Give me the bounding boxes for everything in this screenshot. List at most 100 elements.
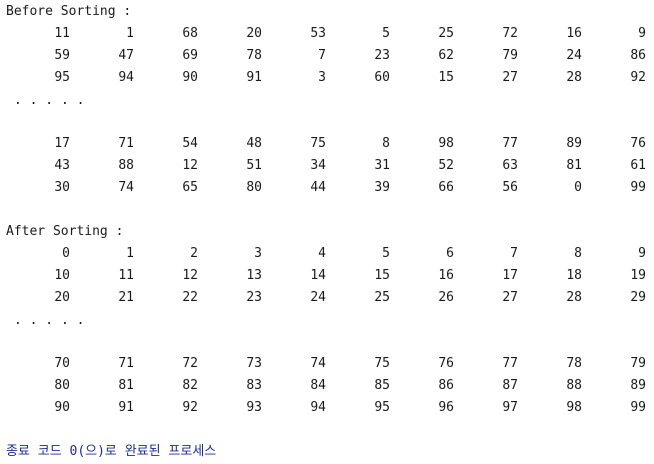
number-cell: 28 bbox=[566, 290, 582, 305]
number-cell: 73 bbox=[246, 356, 262, 371]
number-cell: 77 bbox=[502, 136, 518, 151]
number-cell: 65 bbox=[182, 180, 198, 195]
number-cell: 76 bbox=[630, 136, 646, 151]
number-cell: 75 bbox=[374, 356, 390, 371]
number-cell: 17 bbox=[502, 268, 518, 283]
number-cell: 25 bbox=[438, 26, 454, 41]
number-cell: 1 bbox=[126, 26, 134, 41]
number-cell: 94 bbox=[118, 70, 134, 85]
number-cell: 2 bbox=[190, 246, 198, 261]
number-cell: 19 bbox=[630, 268, 646, 283]
number-cell: 1 bbox=[126, 246, 134, 261]
number-cell: 98 bbox=[566, 400, 582, 415]
number-cell: 16 bbox=[566, 26, 582, 41]
number-cell: 82 bbox=[182, 378, 198, 393]
number-cell: 89 bbox=[566, 136, 582, 151]
number-cell: 12 bbox=[182, 268, 198, 283]
number-cell: 29 bbox=[630, 290, 646, 305]
number-cell: 18 bbox=[566, 268, 582, 283]
number-cell: 44 bbox=[310, 180, 326, 195]
number-cell: 97 bbox=[502, 400, 518, 415]
before-top-row-1: 59 47 69 78 7 23 62 79 24 86 bbox=[0, 45, 654, 67]
number-cell: 95 bbox=[374, 400, 390, 415]
number-cell: 10 bbox=[54, 268, 70, 283]
number-cell: 99 bbox=[630, 180, 646, 195]
number-cell: 81 bbox=[118, 378, 134, 393]
number-cell: 0 bbox=[62, 246, 70, 261]
number-cell: 62 bbox=[438, 48, 454, 63]
number-cell: 80 bbox=[246, 180, 262, 195]
number-cell: 27 bbox=[502, 70, 518, 85]
number-cell: 98 bbox=[438, 136, 454, 151]
number-cell: 3 bbox=[318, 70, 326, 85]
after-bottom-row-0: 70 71 72 73 74 75 76 77 78 79 bbox=[0, 353, 654, 375]
number-cell: 9 bbox=[638, 26, 646, 41]
number-cell: 28 bbox=[566, 70, 582, 85]
number-cell: 8 bbox=[382, 136, 390, 151]
number-cell: 92 bbox=[182, 400, 198, 415]
number-cell: 86 bbox=[630, 48, 646, 63]
number-cell: 79 bbox=[630, 356, 646, 371]
number-cell: 66 bbox=[438, 180, 454, 195]
after-sorting-header: After Sorting : bbox=[6, 224, 124, 239]
number-cell: 22 bbox=[182, 290, 198, 305]
number-cell: 4 bbox=[318, 246, 326, 261]
number-cell: 11 bbox=[54, 26, 70, 41]
number-cell: 81 bbox=[566, 158, 582, 173]
after-bottom-row-2: 90 91 92 93 94 95 96 97 98 99 bbox=[0, 397, 654, 419]
number-cell: 20 bbox=[246, 26, 262, 41]
number-cell: 78 bbox=[246, 48, 262, 63]
before-sorting-header: Before Sorting : bbox=[6, 4, 132, 19]
number-cell: 48 bbox=[246, 136, 262, 151]
number-cell: 88 bbox=[566, 378, 582, 393]
after-bottom-row-1: 80 81 82 83 84 85 86 87 88 89 bbox=[0, 375, 654, 397]
number-cell: 80 bbox=[54, 378, 70, 393]
number-cell: 75 bbox=[310, 136, 326, 151]
number-cell: 34 bbox=[310, 158, 326, 173]
number-cell: 11 bbox=[118, 268, 134, 283]
number-cell: 71 bbox=[118, 356, 134, 371]
number-cell: 9 bbox=[638, 246, 646, 261]
after-top-row-0: 0 1 2 3 4 5 6 7 8 9 bbox=[0, 243, 654, 265]
number-cell: 6 bbox=[446, 246, 454, 261]
number-cell: 59 bbox=[54, 48, 70, 63]
number-cell: 89 bbox=[630, 378, 646, 393]
number-cell: 7 bbox=[510, 246, 518, 261]
number-cell: 12 bbox=[182, 158, 198, 173]
number-cell: 23 bbox=[374, 48, 390, 63]
number-cell: 3 bbox=[254, 246, 262, 261]
number-cell: 72 bbox=[502, 26, 518, 41]
number-cell: 56 bbox=[502, 180, 518, 195]
number-cell: 69 bbox=[182, 48, 198, 63]
number-cell: 31 bbox=[374, 158, 390, 173]
after-top-row-2: 20 21 22 23 24 25 26 27 28 29 bbox=[0, 287, 654, 309]
number-cell: 7 bbox=[318, 48, 326, 63]
before-bottom-row-0: 17 71 54 48 75 8 98 77 89 76 bbox=[0, 133, 654, 155]
number-cell: 52 bbox=[438, 158, 454, 173]
number-cell: 51 bbox=[246, 158, 262, 173]
number-cell: 20 bbox=[54, 290, 70, 305]
number-cell: 95 bbox=[54, 70, 70, 85]
number-cell: 21 bbox=[118, 290, 134, 305]
number-cell: 5 bbox=[382, 26, 390, 41]
number-cell: 27 bbox=[502, 290, 518, 305]
number-cell: 84 bbox=[310, 378, 326, 393]
number-cell: 76 bbox=[438, 356, 454, 371]
number-cell: 99 bbox=[630, 400, 646, 415]
number-cell: 74 bbox=[118, 180, 134, 195]
number-cell: 60 bbox=[374, 70, 390, 85]
number-cell: 5 bbox=[382, 246, 390, 261]
number-cell: 54 bbox=[182, 136, 198, 151]
number-cell: 43 bbox=[54, 158, 70, 173]
number-cell: 72 bbox=[182, 356, 198, 371]
number-cell: 90 bbox=[54, 400, 70, 415]
number-cell: 25 bbox=[374, 290, 390, 305]
before-ellipsis: . . . . . bbox=[14, 93, 85, 108]
number-cell: 26 bbox=[438, 290, 454, 305]
number-cell: 16 bbox=[438, 268, 454, 283]
number-cell: 91 bbox=[118, 400, 134, 415]
number-cell: 39 bbox=[374, 180, 390, 195]
before-top-row-0: 11 1 68 20 53 5 25 72 16 9 bbox=[0, 23, 654, 45]
number-cell: 17 bbox=[54, 136, 70, 151]
